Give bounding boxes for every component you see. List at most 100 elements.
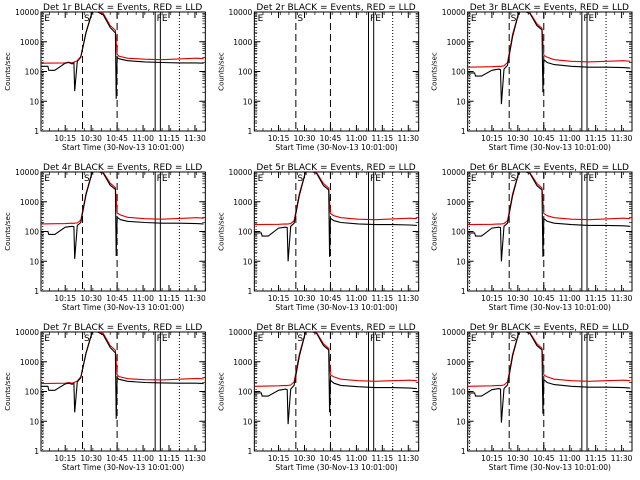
x-axis-label: Start Time (30-Nov-13 10:01:00) [489,143,611,152]
x-tick-label: 10:45 [320,294,342,303]
y-tick-label: 100 [25,68,40,77]
panel-title: Det 3r BLACK = Events, RED = LLD [470,3,629,13]
x-axis-label: Start Time (30-Nov-13 10:01:00) [489,303,611,312]
y-tick-label: 10000 [442,328,466,337]
y-tick-label: 10 [243,417,253,426]
panel-5: Det 5r BLACK = Events, RED = LLD 1 10 100 10… [217,163,419,312]
time-marker-label: E [589,174,595,184]
lld-series-line [41,12,204,64]
y-tick-label: 10000 [442,8,466,17]
x-tick-label: 10:45 [533,454,555,463]
panel-title: Det 6r BLACK = Events, RED = LLD [470,163,629,173]
time-marker-label: F [583,334,588,344]
time-marker-label: F [583,174,588,184]
time-marker-label: F [583,14,588,24]
x-tick-label: 10:45 [533,294,555,303]
plot-frame [253,11,420,132]
x-tick-label: 11:00 [346,294,368,303]
y-tick-label: 10000 [228,168,252,177]
x-tick-label: 11:00 [559,294,581,303]
x-tick-label: 10:45 [320,454,342,463]
x-tick-label: 11:00 [559,134,581,143]
y-tick-label: 10 [243,97,253,106]
panel-title: Det 5r BLACK = Events, RED = LLD [256,163,415,173]
plot-frame [253,171,420,292]
y-tick-label: 10000 [228,328,252,337]
time-marker-label: S [511,14,517,24]
y-tick-label: 10000 [15,328,39,337]
panel-title: Det 2r BLACK = Events, RED = LLD [256,3,415,13]
y-tick-label: 1 [461,447,466,456]
events-series-line [254,172,417,262]
x-tick-label: 10:45 [106,294,128,303]
time-marker-label: F [157,174,162,184]
y-tick-label: 1000 [447,358,466,367]
panel-title: Det 1r BLACK = Events, RED = LLD [43,3,202,13]
y-tick-label: 10000 [228,8,252,17]
time-marker-label: S [297,174,303,184]
y-tick-label: 1000 [233,198,252,207]
plot-frame [467,11,633,132]
plot-frame [40,331,206,452]
x-tick-label: 11:00 [132,134,154,143]
time-marker-label: E [44,174,50,184]
events-series-line [467,12,631,105]
lld-series-line [254,332,417,387]
series-group [254,332,417,425]
y-tick-label: 1 [34,127,39,136]
x-tick-label: 11:15 [585,454,607,463]
y-tick-label: 1 [248,447,253,456]
time-marker-label: S [511,334,517,344]
series-group [254,172,417,262]
y-axis-label: Counts/sec [4,372,12,411]
y-tick-label: 1000 [20,358,39,367]
y-axis-label: Counts/sec [431,372,439,411]
time-marker-label: E [44,14,50,24]
x-tick-label: 11:15 [372,454,394,463]
series-group [41,12,204,99]
y-tick-label: 100 [238,388,253,397]
panel-2: Det 2r BLACK = Events, RED = LLD 1 10 100 10… [217,3,419,152]
events-series-line [467,172,631,262]
x-tick-label: 11:15 [372,294,394,303]
x-tick-label: 11:15 [585,294,607,303]
x-tick-label: 10:30 [294,294,316,303]
x-axis-label: Start Time (30-Nov-13 10:01:00) [275,303,397,312]
time-marker-label: E [375,14,381,24]
y-axis-label: Counts/sec [4,52,12,91]
panel-title: Det 4r BLACK = Events, RED = LLD [43,163,202,173]
time-marker-label: S [84,174,90,184]
events-series-line [41,12,204,99]
time-marker-label: E [44,334,50,344]
plot-frame [467,331,633,452]
time-marker-label: E [162,14,168,24]
y-tick-label: 1 [461,287,466,296]
plot-frame [40,11,206,132]
y-tick-label: 100 [25,228,40,237]
y-tick-label: 10 [456,257,466,266]
x-tick-label: 10:15 [268,134,290,143]
time-marker-label: E [375,334,381,344]
y-axis-label: Counts/sec [431,52,439,91]
x-tick-label: 10:15 [481,134,503,143]
time-marker-label: E [258,14,264,24]
x-tick-label: 10:30 [507,294,529,303]
y-tick-label: 10000 [15,8,39,17]
panel-8: Det 8r BLACK = Events, RED = LLD 1 10 100 10… [217,323,419,472]
time-marker-label: E [162,334,168,344]
y-tick-label: 100 [238,68,253,77]
x-tick-label: 11:15 [585,134,607,143]
y-tick-label: 1 [248,127,253,136]
x-axis-label: Start Time (30-Nov-13 10:01:00) [62,143,184,152]
x-tick-label: 11:30 [184,454,206,463]
x-tick-label: 10:15 [54,134,76,143]
y-tick-label: 1 [461,127,466,136]
y-tick-label: 100 [451,228,466,237]
x-tick-label: 10:15 [268,454,290,463]
y-tick-label: 1000 [233,358,252,367]
y-axis-label: Counts/sec [431,212,439,251]
y-tick-label: 10000 [15,168,39,177]
y-tick-label: 10 [29,257,39,266]
lld-series-line [41,172,204,225]
